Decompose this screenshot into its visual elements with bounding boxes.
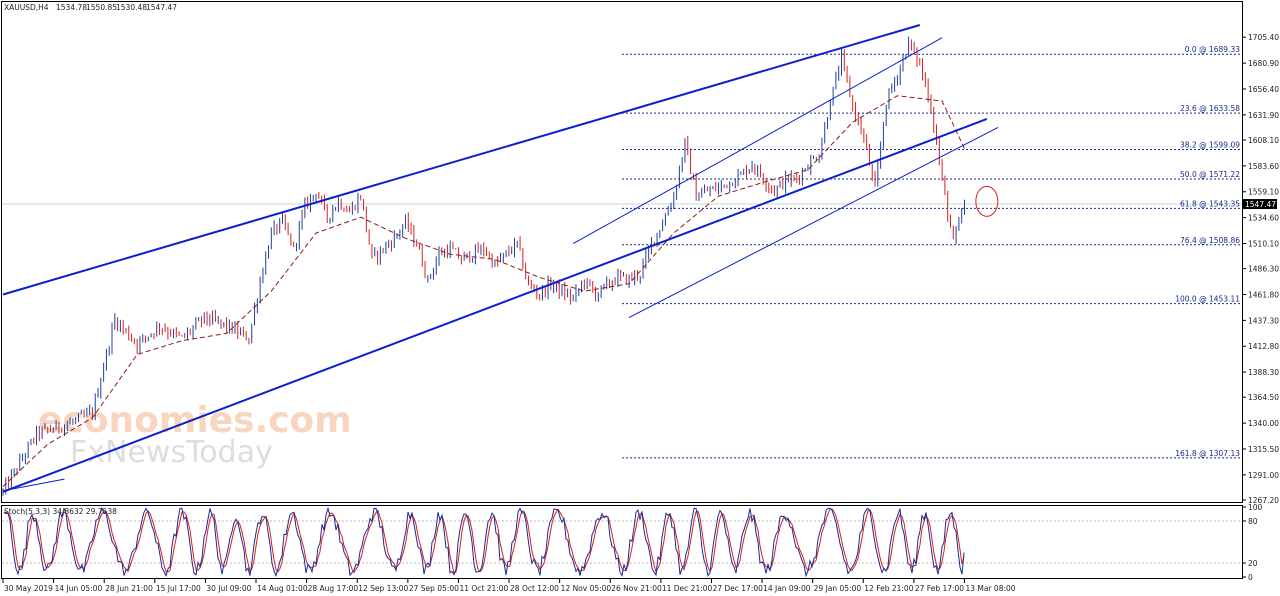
moving-average-line (2, 95, 965, 487)
stoch-tick-label: 0 (1248, 573, 1253, 582)
time-tick-label: 12 Nov 05:00 (561, 584, 612, 593)
stoch-tick-label: 20 (1248, 559, 1258, 568)
time-tick-label: 30 May 2019 (4, 584, 53, 593)
time-tick-label: 14 Aug 01:00 (257, 584, 308, 593)
time-tick-label: 26 Nov 21:00 (611, 584, 662, 593)
price-tick-label: 1364.50 (1248, 393, 1279, 402)
main-channel-upper-line[interactable] (2, 24, 921, 296)
current-price-tag (1243, 199, 1277, 210)
ohlc-low: 1530.48 (116, 3, 147, 12)
price-tick-label: 1291.00 (1248, 471, 1279, 480)
stoch-main-line (3, 506, 965, 578)
time-tick-label: 28 Oct 12:00 (510, 584, 559, 593)
time-tick-label: 15 Jul 17:00 (156, 584, 201, 593)
ohlc-high: 1550.85 (86, 3, 117, 12)
fib-level-label: 61.8 @ 1543.35 (1180, 199, 1240, 208)
price-tick-label: 1315.50 (1248, 445, 1279, 454)
fib-level-label: 161.8 @ 1307.13 (1175, 449, 1240, 458)
symbol-label: XAUUSD,H4 (4, 3, 49, 12)
time-tick-label: 14 Jan 09:00 (763, 584, 811, 593)
time-tick-label: 28 Jun 21:00 (105, 584, 153, 593)
time-tick-label: 12 Feb 21:00 (864, 584, 913, 593)
time-tick-label: 14 Jun 05:00 (55, 584, 103, 593)
time-tick-label: 13 Mar 08:00 (965, 584, 1015, 593)
time-tick-label: 27 Sep 05:00 (409, 584, 459, 593)
price-tick-label: 1705.40 (1248, 33, 1279, 42)
price-tick-label: 1583.60 (1248, 162, 1279, 171)
main-channel-lower-line[interactable] (2, 118, 988, 493)
time-tick-label: 11 Dec 21:00 (662, 584, 713, 593)
fib-level-label: 50.0 @ 1571.22 (1180, 170, 1240, 179)
start-trend-line[interactable] (2, 478, 65, 492)
price-tick-label: 1340.00 (1248, 419, 1279, 428)
fib-level-label: 76.4 @ 1508.86 (1180, 236, 1240, 245)
inner-channel-lower-line[interactable] (628, 126, 999, 318)
fib-level-label: 0.0 @ 1689.33 (1185, 45, 1240, 54)
stoch-tick-label: 80 (1248, 517, 1258, 526)
time-tick-label: 29 Jan 05:00 (814, 584, 862, 593)
time-tick-label: 27 Dec 17:00 (712, 584, 763, 593)
price-tick-label: 1267.20 (1248, 496, 1279, 505)
price-tick-label: 1437.30 (1248, 316, 1279, 325)
watermark-subtitle: FxNewsToday (70, 435, 273, 470)
price-tick-label: 1656.40 (1248, 85, 1279, 94)
price-tick-label: 1461.80 (1248, 290, 1279, 299)
price-tick-label: 1534.60 (1248, 214, 1279, 223)
price-tick-label: 1608.10 (1248, 136, 1279, 145)
price-tick-label: 1412.80 (1248, 342, 1279, 351)
inner-channel-upper-line[interactable] (572, 37, 943, 245)
stoch-pane-frame (1, 505, 1243, 579)
stoch-signal-line (3, 508, 965, 574)
highlight-circle[interactable] (975, 185, 999, 217)
time-tick-label: 11 Oct 21:00 (459, 584, 508, 593)
time-tick-label: 28 Aug 17:00 (308, 584, 359, 593)
current-price-label: 1547.47 (1245, 200, 1276, 209)
time-tick-label: 12 Sep 13:00 (358, 584, 408, 593)
price-tick-label: 1680.90 (1248, 59, 1279, 68)
stoch-title: Stoch(5,3,3) 34.8632 29.7538 (4, 507, 117, 516)
watermark-logo: economies.com (38, 400, 352, 441)
stoch-tick-label: 100 (1248, 503, 1263, 512)
time-tick-label: 30 Jul 09:00 (206, 584, 251, 593)
price-tick-label: 1559.10 (1248, 188, 1279, 197)
fib-level-label: 100.0 @ 1453.11 (1175, 295, 1240, 304)
ohlc-open: 1534.78 (56, 3, 87, 12)
price-tick-label: 1510.10 (1248, 239, 1279, 248)
fib-level-label: 38.2 @ 1599.09 (1180, 141, 1240, 150)
fib-level-label: 23.6 @ 1633.58 (1180, 104, 1240, 113)
price-tick-label: 1631.90 (1248, 111, 1279, 120)
price-tick-label: 1486.30 (1248, 265, 1279, 274)
main-pane-frame (1, 1, 1243, 503)
ohlc-close: 1547.47 (146, 3, 177, 12)
time-tick-label: 27 Feb 17:00 (915, 584, 964, 593)
price-tick-label: 1388.30 (1248, 368, 1279, 377)
